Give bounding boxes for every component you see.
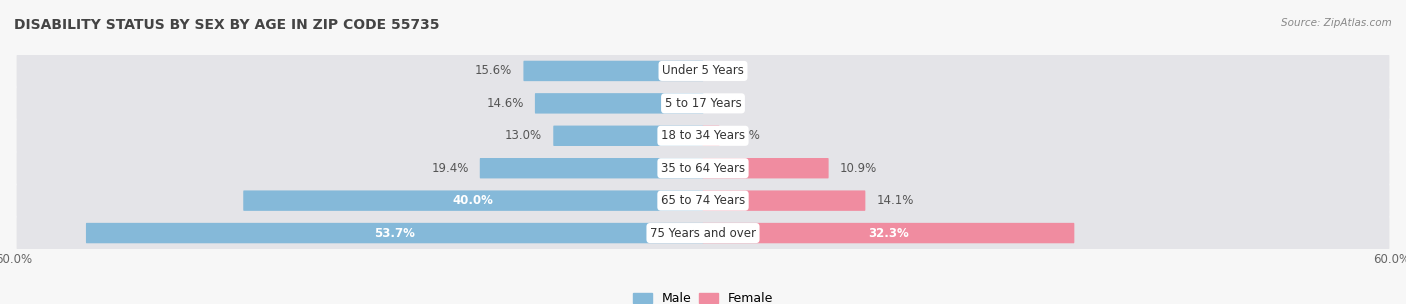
Text: 13.0%: 13.0% — [505, 129, 543, 142]
FancyBboxPatch shape — [523, 61, 703, 81]
Legend: Male, Female: Male, Female — [633, 292, 773, 304]
FancyBboxPatch shape — [17, 54, 1389, 88]
FancyBboxPatch shape — [86, 223, 703, 243]
Text: 10.9%: 10.9% — [839, 162, 877, 175]
Text: 14.1%: 14.1% — [876, 194, 914, 207]
Text: 65 to 74 Years: 65 to 74 Years — [661, 194, 745, 207]
FancyBboxPatch shape — [243, 190, 703, 211]
Text: 18 to 34 Years: 18 to 34 Years — [661, 129, 745, 142]
Text: 32.3%: 32.3% — [868, 226, 908, 240]
FancyBboxPatch shape — [534, 93, 703, 114]
Text: 19.4%: 19.4% — [432, 162, 468, 175]
FancyBboxPatch shape — [703, 190, 865, 211]
FancyBboxPatch shape — [554, 126, 703, 146]
FancyBboxPatch shape — [703, 223, 1074, 243]
Text: 75 Years and over: 75 Years and over — [650, 226, 756, 240]
Text: 15.6%: 15.6% — [475, 64, 512, 78]
FancyBboxPatch shape — [17, 216, 1389, 250]
Text: Under 5 Years: Under 5 Years — [662, 64, 744, 78]
Text: 40.0%: 40.0% — [453, 194, 494, 207]
FancyBboxPatch shape — [703, 158, 828, 178]
FancyBboxPatch shape — [17, 119, 1389, 153]
Text: 0.0%: 0.0% — [714, 64, 744, 78]
Text: 53.7%: 53.7% — [374, 226, 415, 240]
Text: 35 to 64 Years: 35 to 64 Years — [661, 162, 745, 175]
Text: 1.4%: 1.4% — [731, 129, 761, 142]
FancyBboxPatch shape — [17, 151, 1389, 185]
FancyBboxPatch shape — [703, 126, 720, 146]
Text: 0.0%: 0.0% — [714, 97, 744, 110]
FancyBboxPatch shape — [17, 87, 1389, 120]
Text: Source: ZipAtlas.com: Source: ZipAtlas.com — [1281, 18, 1392, 28]
Text: 5 to 17 Years: 5 to 17 Years — [665, 97, 741, 110]
FancyBboxPatch shape — [479, 158, 703, 178]
FancyBboxPatch shape — [17, 184, 1389, 217]
Text: 14.6%: 14.6% — [486, 97, 524, 110]
Text: DISABILITY STATUS BY SEX BY AGE IN ZIP CODE 55735: DISABILITY STATUS BY SEX BY AGE IN ZIP C… — [14, 18, 440, 32]
